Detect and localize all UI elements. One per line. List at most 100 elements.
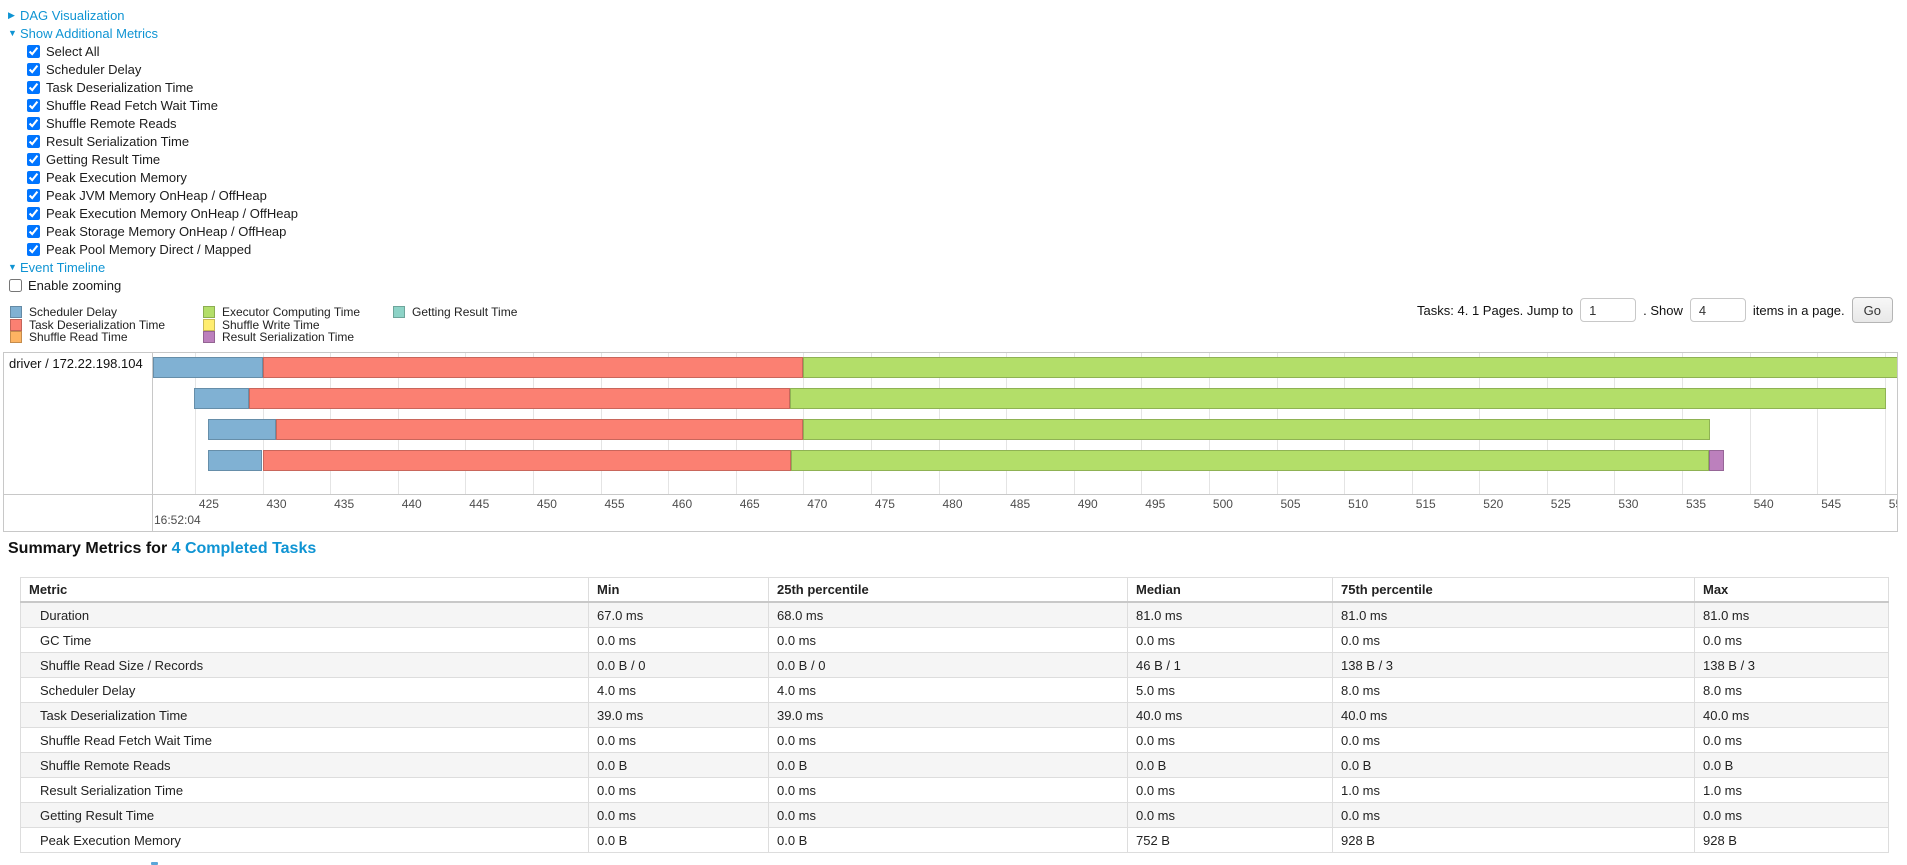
metric-name-cell: Peak Execution Memory [20, 827, 589, 853]
metric-checkbox-peak-pool-memory-direct-mapped[interactable] [27, 242, 40, 256]
legend-label: Task Deserialization Time [29, 317, 166, 332]
axis-tick-label: 520 [1483, 497, 1504, 511]
event-timeline-link[interactable]: Event Timeline [20, 259, 106, 275]
table-row: Shuffle Remote Reads 0.0 B 0.0 B 0.0 B 0.0 B… [20, 752, 1889, 778]
metric-value-cell: 8.0 ms [1694, 677, 1889, 703]
metric-value-cell: 0.0 ms [1694, 727, 1889, 753]
metric-value-cell: 68.0 ms [768, 601, 1128, 628]
axis-tick-label: 425 [198, 497, 219, 511]
metric-name-cell: Shuffle Read Size / Records [20, 652, 589, 678]
completed-tasks-link[interactable]: 4 Completed Tasks [171, 540, 317, 557]
metric-value-cell: 46 B / 1 [1127, 652, 1333, 678]
metric-checkbox-shuffle-remote-reads[interactable] [27, 116, 40, 130]
metric-checkbox-row: Peak Execution Memory OnHeap / OffHeap [27, 204, 298, 222]
metric-checkbox-label: Peak Execution Memory [46, 169, 187, 185]
metric-name-cell: Task Deserialization Time [20, 702, 589, 728]
metric-checkbox-label: Peak Storage Memory OnHeap / OffHeap [46, 223, 287, 239]
metric-value-cell: 928 B [1694, 827, 1889, 853]
axis-tick-label: 485 [1010, 497, 1031, 511]
task-bar-segment-result-serialization-time[interactable] [1709, 450, 1724, 471]
axis-label-separator [152, 494, 153, 531]
metric-checkbox-select-all[interactable] [27, 44, 40, 58]
column-header: 25th percentile [768, 577, 1128, 603]
task-bar-segment-executor-computing-time[interactable] [791, 450, 1710, 471]
metric-value-cell: 0.0 ms [1127, 802, 1333, 828]
metric-checkbox-label: Peak Execution Memory OnHeap / OffHeap [46, 205, 298, 221]
task-bar-segment-task-deserialization-time[interactable] [262, 450, 792, 471]
legend-column: Executor Computing Time Shuffle Write Tim… [203, 305, 360, 344]
metric-checkbox-label: Shuffle Read Fetch Wait Time [46, 97, 218, 113]
jump-to-page-input[interactable] [1580, 298, 1637, 322]
metric-value-cell: 752 B [1127, 827, 1333, 853]
task-bar-segment-executor-computing-time[interactable] [803, 357, 1897, 378]
event-timeline-chart: driver / 172.22.198.104 425 430 435 440 445 4… [3, 352, 1898, 532]
legend-swatch-icon [393, 306, 405, 319]
metric-checkbox-label: Peak Pool Memory Direct / Mapped [46, 241, 252, 257]
axis-tick-label: 470 [807, 497, 828, 511]
metric-name-cell: Getting Result Time [20, 802, 589, 828]
task-bar-segment-scheduler-delay[interactable] [208, 419, 276, 440]
axis-tick-label: 490 [1077, 497, 1098, 511]
task-bar-segment-task-deserialization-time[interactable] [262, 357, 804, 378]
metric-value-cell: 0.0 ms [768, 802, 1128, 828]
metric-checkbox-row: Shuffle Read Fetch Wait Time [27, 96, 298, 114]
task-bar-segment-executor-computing-time[interactable] [789, 388, 1887, 409]
task-bar-segment-executor-computing-time[interactable] [803, 419, 1711, 440]
task-bar-segment-scheduler-delay[interactable] [193, 388, 249, 409]
metric-name-cell: GC Time [20, 627, 589, 653]
metric-checkbox-task-deserialization-time[interactable] [27, 80, 40, 94]
metric-value-cell: 0.0 B [1694, 752, 1889, 778]
legend-label: Shuffle Read Time [29, 330, 128, 345]
axis-time-label: 16:52:04 [154, 513, 201, 527]
gridline [1749, 353, 1751, 494]
legend-label: Shuffle Write Time [222, 317, 320, 332]
metric-value-cell: 0.0 ms [768, 627, 1128, 653]
controls-panel: ▶ DAG Visualization ▼ Show Additional Me… [8, 6, 298, 294]
task-bar-segment-scheduler-delay[interactable] [153, 357, 263, 378]
show-additional-metrics-link[interactable]: Show Additional Metrics [20, 25, 159, 41]
show-additional-metrics-toggle[interactable]: ▼ Show Additional Metrics [8, 24, 298, 42]
legend-swatch-icon [10, 318, 22, 331]
metric-name-cell: Shuffle Read Fetch Wait Time [20, 727, 589, 753]
metric-value-cell: 0.0 ms [1332, 727, 1695, 753]
axis-tick-label: 430 [266, 497, 287, 511]
items-per-page-input[interactable] [1689, 298, 1746, 322]
metric-value-cell: 4.0 ms [768, 677, 1128, 703]
metric-checkbox-peak-execution-memory[interactable] [27, 170, 40, 184]
dag-visualization-link[interactable]: DAG Visualization [20, 7, 125, 23]
metric-checkbox-row: Peak Execution Memory [27, 168, 298, 186]
dag-visualization-toggle[interactable]: ▶ DAG Visualization [8, 6, 298, 24]
go-button[interactable]: Go [1851, 297, 1893, 323]
task-pagination: Tasks: 4. 1 Pages. Jump to . Show items … [1417, 296, 1893, 324]
table-row: Duration 67.0 ms 68.0 ms 81.0 ms 81.0 ms 81.0… [20, 601, 1889, 628]
axis-tick-label: 535 [1686, 497, 1707, 511]
metric-checkbox-scheduler-delay[interactable] [27, 62, 40, 76]
table-row: Shuffle Read Size / Records 0.0 B / 0 0.0 … [20, 652, 1889, 678]
legend-swatch-icon [203, 318, 215, 331]
metric-checkbox-getting-result-time[interactable] [27, 152, 40, 166]
metric-value-cell: 81.0 ms [1694, 601, 1889, 628]
metric-checkbox-result-serialization-time[interactable] [27, 134, 40, 148]
table-row: Peak Execution Memory 0.0 B 0.0 B 752 B 928 … [20, 827, 1889, 853]
metric-checkbox-peak-storage-memory-onheap-offheap[interactable] [27, 224, 40, 238]
metric-value-cell: 5.0 ms [1127, 677, 1333, 703]
enable-zooming-checkbox[interactable] [9, 278, 22, 292]
axis-tick-label: 475 [874, 497, 895, 511]
metric-checkbox-label: Getting Result Time [46, 151, 161, 167]
column-header: Median [1127, 577, 1333, 603]
event-timeline-toggle[interactable]: ▼ Event Timeline [8, 258, 298, 276]
table-row: Scheduler Delay 4.0 ms 4.0 ms 5.0 ms 8.0 ms 8… [20, 677, 1889, 703]
metric-value-cell: 0.0 ms [768, 777, 1128, 803]
task-bar-segment-task-deserialization-time[interactable] [276, 419, 804, 440]
legend-item: Scheduler Delay [10, 305, 165, 319]
metric-value-cell: 0.0 ms [1127, 777, 1333, 803]
task-bar-segment-task-deserialization-time[interactable] [249, 388, 790, 409]
metric-checkbox-label: Peak JVM Memory OnHeap / OffHeap [46, 187, 267, 203]
metric-checkbox-peak-execution-memory-onheap-offheap[interactable] [27, 206, 40, 220]
gridline [1884, 353, 1886, 494]
metric-checkbox-peak-jvm-memory-onheap-offheap[interactable] [27, 188, 40, 202]
task-bar-segment-scheduler-delay[interactable] [208, 450, 263, 471]
executor-group-label: driver / 172.22.198.104 [4, 353, 153, 494]
metric-checkbox-shuffle-read-fetch-wait-time[interactable] [27, 98, 40, 112]
pagination-mid-text: . Show [1643, 302, 1683, 318]
